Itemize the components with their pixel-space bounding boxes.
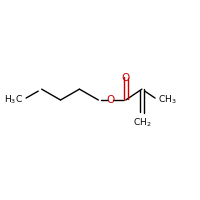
Text: O: O: [122, 73, 130, 83]
Text: H$_3$C: H$_3$C: [4, 94, 23, 106]
Text: CH$_3$: CH$_3$: [158, 94, 177, 106]
Text: CH$_2$: CH$_2$: [133, 117, 151, 129]
Text: O: O: [107, 95, 115, 105]
